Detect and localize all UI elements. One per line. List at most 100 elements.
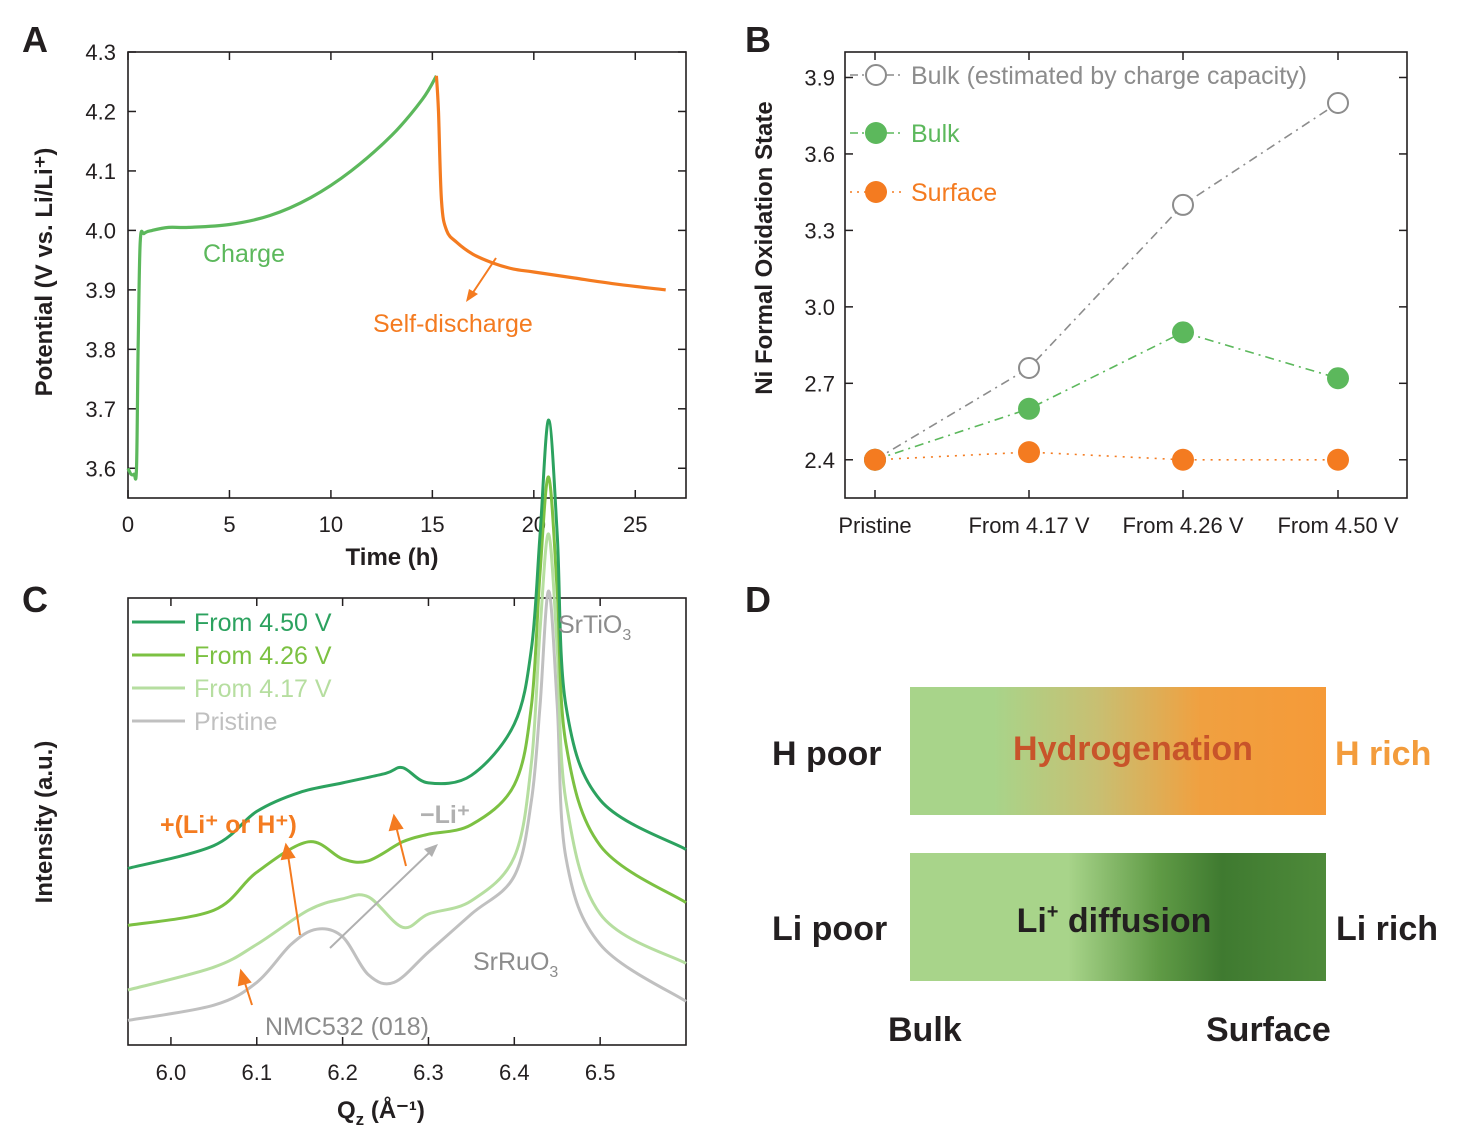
legend-label-417: From 4.17 V [194,675,332,703]
legend-label-pristine: Pristine [194,708,277,736]
legend-label-bulk: Bulk [911,120,960,148]
panel-label-c: C [22,579,48,620]
a-ytick-label: 4.3 [85,40,116,65]
arrow-shift-3-head [237,968,252,987]
self-discharge-arrowhead [466,289,478,302]
label-hydrogenation: Hydrogenation [1013,730,1253,768]
srruo3-sub: 3 [549,964,558,981]
panel-b-ylabel: Ni Formal Oxidation State [751,101,778,394]
annotation-srtio3: SrTiO3 [558,611,631,644]
a-series-charge [126,75,438,481]
srruo3-text: SrRuO [473,948,549,976]
a-ytick-label: 3.6 [85,456,116,481]
panel-a-ylabel: Potential (V vs. Li/Li⁺) [31,148,58,397]
panel-a-ticks: 0 5 10 15 20 253.63.73.83.94.04.14.24.3 [85,40,686,537]
annotation-self-discharge: Self-discharge [373,310,533,338]
b-point-open [1018,357,1040,380]
a-xtick-label: 15 [420,512,444,537]
panel-c-frame [127,597,687,1046]
b-ytick-label: 3.9 [804,65,835,90]
b-ytick-label: 2.7 [804,371,835,396]
panel-b-frame [844,51,1408,499]
panel-c-xlabel: Qz (Å⁻¹) [337,1096,425,1129]
b-ytick-label: 3.0 [804,295,835,320]
li-diffusion-li: Li [1017,902,1047,940]
b-xtick-label: From 4.50 V [1277,513,1398,538]
annotation-minus-li: −Li⁺ [420,801,470,829]
panel-label-a: A [22,19,48,60]
legend-marker-bulk [865,122,887,144]
xlabel-sub: z [356,1110,365,1129]
panel-b-chart: Pristine From 4.17 V From 4.26 V From 4.50 … [751,51,1408,538]
c-xtick-label: 6.1 [241,1060,272,1085]
c-xtick-label: 6.3 [413,1060,444,1085]
b-xtick-label: From 4.17 V [968,513,1089,538]
label-li-diffusion: Li+ diffusion [1017,901,1212,940]
a-ytick-label: 4.2 [85,99,116,124]
b-series-line-2 [874,451,1338,461]
c-series-from-4-17-v [127,532,687,992]
a-xtick-label: 25 [623,512,647,537]
c-xtick-label: 6.0 [156,1060,187,1085]
srtio3-sub: 3 [622,627,631,644]
arrow-shift-2-head [388,813,404,832]
b-ytick-label: 2.4 [804,448,835,473]
arrow-minus-li-head [424,844,438,857]
b-point [1327,367,1349,390]
annotation-nmc532: NMC532 (018) [265,1013,429,1041]
b-point [1172,448,1194,471]
b-xtick-label: Pristine [838,513,911,538]
c-series-from-4-50-v [127,418,687,870]
legend-marker-bulk-estimated [865,64,887,86]
panel-a-chart: 0 5 10 15 20 253.63.73.83.94.04.14.24.3 Time … [31,40,687,571]
b-point [1327,448,1349,471]
panel-a-xlabel: Time (h) [346,544,439,571]
a-xtick-label: 10 [319,512,343,537]
a-ytick-label: 3.9 [85,278,116,303]
a-ytick-label: 3.8 [85,337,116,362]
panel-c-chart: 6.0 6.1 6.2 6.3 6.4 6.5 Qz (Å⁻¹) Intensity (a… [31,418,687,1129]
arrow-shift-1-head [280,842,296,861]
label-bulk: Bulk [888,1011,962,1049]
c-xtick-label: 6.4 [499,1060,530,1085]
a-ytick-label: 3.7 [85,397,116,422]
c-xtick-label: 6.5 [585,1060,616,1085]
c-series-from-4-26-v [127,475,687,927]
legend-label-450: From 4.50 V [194,609,332,637]
b-point [864,448,886,471]
hydrogenation-bar [910,687,1326,815]
a-xtick-label: 5 [223,512,235,537]
b-xtick-label: From 4.26 V [1122,513,1243,538]
a-ytick-label: 4.0 [85,218,116,243]
arrow-shift-2 [395,825,407,867]
xlabel-rest: (Å⁻¹) [364,1096,425,1124]
arrow-shift-1 [287,854,301,936]
shift-arrows [237,813,407,1006]
panel-a-series [126,75,666,481]
b-series-line-0 [874,102,1339,461]
annotation-charge: Charge [203,240,285,268]
label-h-poor: H poor [772,735,882,773]
label-surface: Surface [1206,1011,1331,1049]
a-xtick-label: 0 [122,512,134,537]
panel-c-ylabel: Intensity (a.u.) [31,741,58,904]
panel-c-ticks: 6.0 6.1 6.2 6.3 6.4 6.5 [156,598,616,1085]
label-h-rich: H rich [1335,735,1431,773]
legend-label-surface: Surface [911,179,997,207]
b-series-line-1 [874,331,1339,461]
a-ytick-label: 4.1 [85,159,116,184]
b-point-open [1327,91,1349,114]
panel-label-b: B [745,19,771,60]
li-diffusion-sup: + [1047,901,1059,923]
legend-marker-surface [865,181,887,203]
li-diffusion-bar [910,853,1326,981]
panel-d-schematic: H poor Hydrogenation H rich Li poor Li+ … [772,687,1438,1049]
panel-label-d: D [745,579,771,620]
c-series-pristine [127,589,687,1022]
li-diffusion-rest: diffusion [1058,902,1211,940]
b-ytick-label: 3.6 [804,142,835,167]
b-point [1172,321,1194,344]
panel-b-series [864,91,1349,471]
b-point [1018,441,1040,464]
legend-label-426: From 4.26 V [194,642,332,670]
